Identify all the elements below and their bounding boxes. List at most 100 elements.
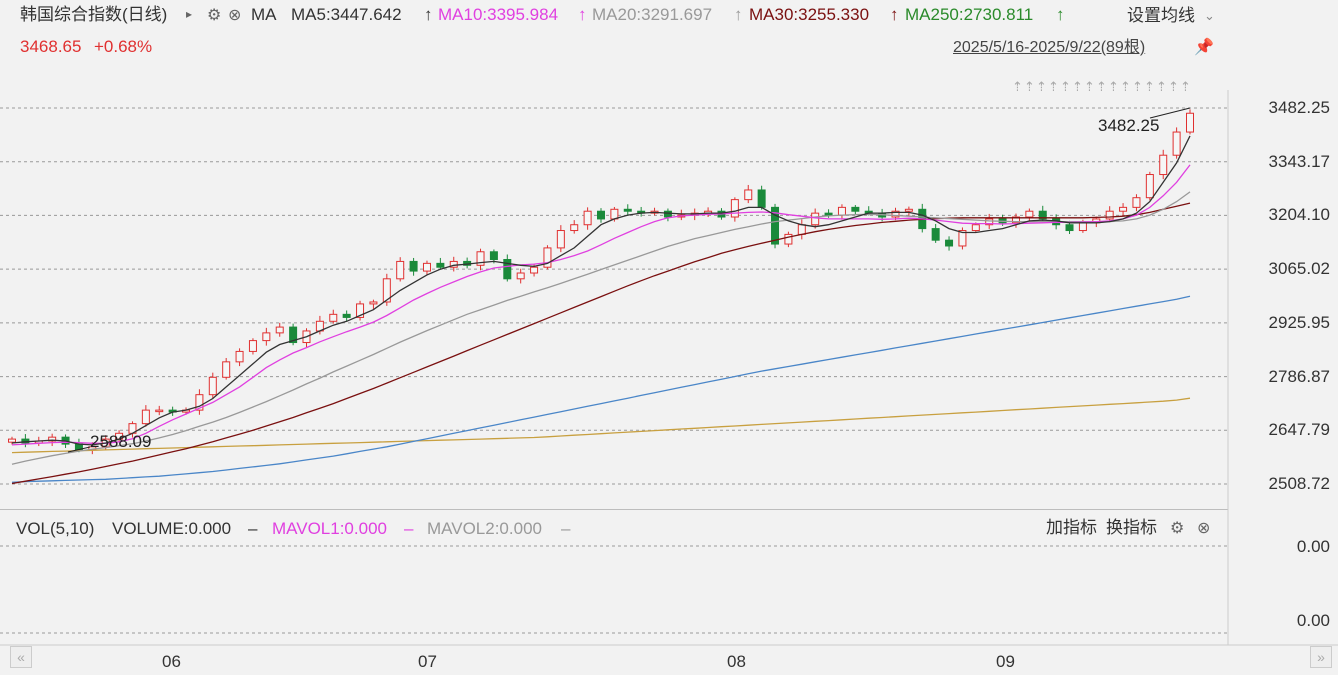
candle-down: [289, 326, 298, 344]
candle-up: [971, 224, 980, 232]
arrow-marker-icon: ⇡: [1120, 79, 1131, 94]
candle-down: [851, 206, 860, 212]
candle-up: [222, 361, 231, 378]
arrow-marker-icon: ⇡: [1072, 79, 1083, 94]
mavol2-dash-icon: –: [561, 519, 571, 538]
ma20-up-arrow-icon: ↑: [734, 5, 743, 24]
y-tick-label: 3065.02: [1268, 259, 1330, 279]
ma20-value: MA20:3291.697: [592, 5, 713, 24]
ma-label: MA: [251, 5, 277, 24]
close-icon[interactable]: ⊗: [228, 7, 242, 24]
candle-down: [945, 239, 954, 247]
mavol1-value: MAVOL1:0.000: [272, 519, 387, 538]
candle-down: [489, 251, 498, 260]
y-tick-label: 3204.10: [1268, 205, 1330, 225]
annotations: 3482.25 2588.09: [67, 107, 1191, 453]
candle-up: [195, 394, 204, 411]
mavol1-dash-icon: –: [404, 519, 414, 538]
y-tick-label: 3343.17: [1268, 151, 1330, 171]
candle-up: [837, 206, 846, 216]
arrow-marker-icon: ⇡: [1048, 79, 1059, 94]
candle-up: [744, 189, 753, 201]
candle-up: [570, 224, 579, 232]
ma30-up-arrow-icon: ↑: [890, 5, 899, 24]
play-icon[interactable]: ▸: [186, 7, 193, 21]
candle-up: [583, 210, 592, 226]
candle-down: [436, 262, 445, 268]
scroll-right-button[interactable]: »: [1310, 646, 1332, 668]
candle-up: [422, 262, 431, 272]
arrow-marker-icon: ⇡: [1024, 79, 1035, 94]
ma10-up-arrow-icon: ↑: [578, 5, 587, 24]
candle-up: [396, 260, 405, 280]
candle-up: [262, 332, 271, 342]
candle-up: [1172, 131, 1181, 156]
candle-up: [141, 409, 150, 425]
arrow-marker-icon: ⇡: [1012, 79, 1023, 94]
ma30-value: MA30:3255.330: [749, 5, 870, 24]
arrow-marker-icon: ⇡: [1060, 79, 1071, 94]
candle-up: [235, 350, 244, 363]
candle-up: [797, 224, 806, 235]
candle-down: [409, 260, 418, 272]
candle-up: [1078, 222, 1087, 232]
ma10-line: [11, 164, 1191, 446]
volume-value: VOLUME:0.000: [112, 519, 232, 538]
ma250-up-arrow-icon: ↑: [1056, 5, 1065, 24]
candle-up: [1159, 154, 1168, 176]
chart-header: 韩国综合指数(日线) ▸ ⚙ ⊗ MA MA5:3447.642 ↑ MA10:…: [0, 0, 1338, 30]
indicator-gear-icon[interactable]: ⚙: [1170, 520, 1185, 537]
candle-down: [503, 258, 512, 280]
candle-up: [1119, 206, 1128, 212]
date-range[interactable]: 2025/5/16-2025/9/22(89根): [953, 39, 1146, 56]
arrow-marker-icon: ⇡: [1036, 79, 1047, 94]
ma5-up-arrow-icon: ↑: [424, 5, 433, 24]
candle-down: [663, 210, 672, 218]
switch-indicator-button[interactable]: 换指标: [1106, 518, 1157, 537]
candle-up: [958, 230, 967, 247]
candle-down: [1065, 224, 1074, 232]
candle-up: [985, 218, 994, 226]
indicator-close-icon[interactable]: ⊗: [1197, 520, 1211, 537]
chevron-down-icon[interactable]: ⌄: [1204, 8, 1215, 23]
x-tick-label: 07: [418, 652, 437, 671]
candle-down: [824, 212, 833, 216]
candle-up: [904, 208, 913, 212]
candle-up: [811, 212, 820, 226]
arrow-markers: ⇡ ⇡ ⇡ ⇡ ⇡ ⇡ ⇡ ⇡ ⇡ ⇡ ⇡ ⇡ ⇡ ⇡ ⇡: [1012, 79, 1191, 94]
scroll-left-button[interactable]: «: [10, 646, 32, 668]
candle-up: [530, 266, 539, 274]
candles: [8, 109, 1194, 455]
ma-lines: [11, 135, 1191, 485]
y-tick-label: 2508.72: [1268, 474, 1330, 493]
pin-icon[interactable]: 📌: [1194, 39, 1214, 56]
arrow-marker-icon: ⇡: [1108, 79, 1119, 94]
candle-up: [1011, 216, 1020, 224]
y-tick-label: 3482.25: [1268, 98, 1330, 117]
ma60-line: [11, 295, 1191, 483]
price-change: +0.68%: [94, 37, 153, 56]
candle-up: [48, 436, 57, 442]
candle-up: [543, 247, 552, 268]
ma5-value: MA5:3447.642: [291, 5, 402, 24]
low-annotation-line: [67, 446, 91, 453]
candle-down: [342, 313, 351, 318]
y-tick-label: 2786.87: [1268, 366, 1330, 386]
ma5-line: [11, 135, 1191, 446]
candle-up: [730, 199, 739, 218]
candle-up: [1186, 112, 1194, 133]
grid-lines: [0, 107, 1228, 485]
high-annotation-line: [1149, 107, 1191, 119]
ma-settings-button[interactable]: 设置均线: [1127, 6, 1195, 25]
candle-up: [208, 376, 217, 396]
candle-up: [1145, 174, 1154, 199]
ma250-value: MA250:2730.811: [905, 5, 1034, 24]
candle-up: [556, 230, 565, 249]
candle-down: [597, 210, 605, 220]
gear-icon[interactable]: ⚙: [207, 7, 222, 24]
candle-up: [356, 303, 365, 318]
candle-up: [610, 208, 619, 220]
arrow-marker-icon: ⇡: [1144, 79, 1155, 94]
add-indicator-button[interactable]: 加指标: [1046, 518, 1097, 537]
